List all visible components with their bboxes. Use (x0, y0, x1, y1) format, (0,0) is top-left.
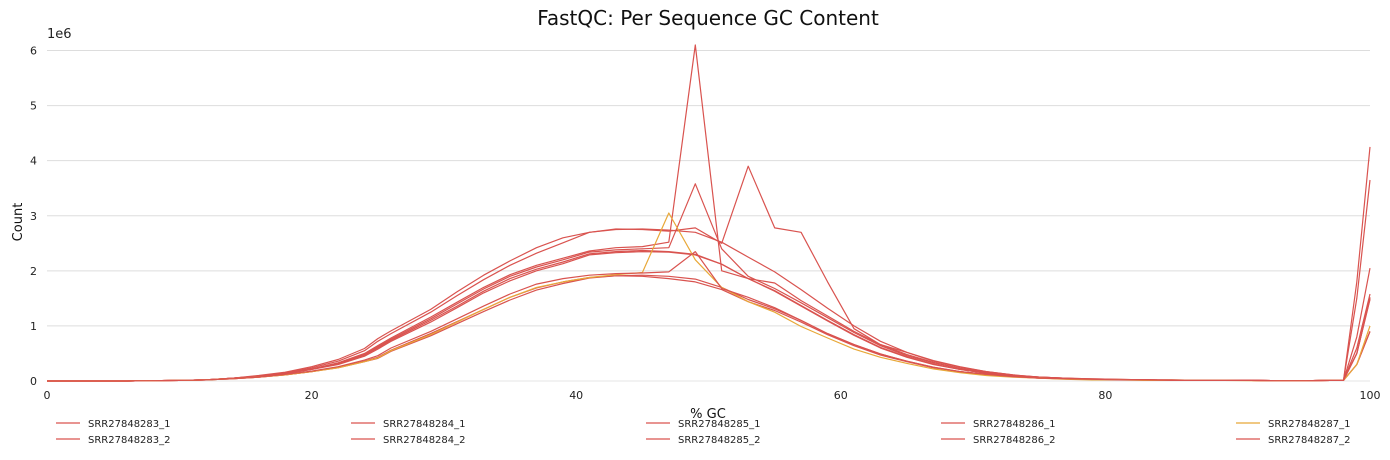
series-line-SRR27848287_2[interactable] (47, 251, 1371, 382)
legend-item[interactable]: SRR27848285_1 (646, 419, 761, 430)
legend-label: SRR27848284_2 (383, 435, 466, 446)
legend-item[interactable]: SRR27848283_2 (56, 435, 171, 446)
legend-item[interactable]: SRR27848283_1 (56, 419, 171, 430)
x-tick-label: 80 (1098, 389, 1112, 402)
legend-label: SRR27848287_1 (1268, 419, 1351, 430)
legend-item[interactable]: SRR27848285_2 (646, 435, 761, 446)
legend-label: SRR27848287_2 (1268, 435, 1351, 446)
series-lines (47, 44, 1371, 382)
series-line-SRR27848284_2[interactable] (47, 179, 1371, 382)
legend-label: SRR27848285_1 (678, 419, 761, 430)
legend-label: SRR27848285_2 (678, 435, 761, 446)
series-line-SRR27848283_2[interactable] (47, 275, 1371, 382)
y-tick-label: 2 (30, 265, 37, 278)
y-tick-label: 6 (30, 45, 37, 58)
y-scale-multiplier: 1e6 (47, 27, 72, 42)
series-line-SRR27848287_1[interactable] (47, 212, 1371, 382)
series-line-SRR27848285_1[interactable] (47, 146, 1371, 382)
x-axis-label: % GC (690, 407, 726, 422)
y-axis-label: Count (11, 203, 26, 242)
x-tick-label: 60 (834, 389, 848, 402)
legend-label: SRR27848286_1 (973, 419, 1056, 430)
x-tick-label: 20 (305, 389, 319, 402)
legend: SRR27848283_1 SRR27848283_2 SRR27848284_1 S… (56, 419, 1351, 446)
series-line-SRR27848286_1[interactable] (47, 228, 1371, 382)
x-tick-label: 100 (1360, 389, 1381, 402)
y-tick-label: 5 (30, 100, 37, 113)
legend-item[interactable]: SRR27848286_1 (941, 419, 1056, 430)
x-tick-label: 0 (44, 389, 51, 402)
y-tick-label: 1 (30, 320, 37, 333)
x-tick-label: 40 (569, 389, 583, 402)
y-tick-label: 0 (30, 375, 37, 388)
legend-item[interactable]: SRR27848284_2 (351, 435, 466, 446)
legend-label: SRR27848286_2 (973, 435, 1056, 446)
series-line-SRR27848283_1[interactable] (47, 274, 1371, 382)
legend-item[interactable]: SRR27848287_1 (1236, 419, 1351, 430)
chart-title: FastQC: Per Sequence GC Content (537, 6, 879, 30)
legend-label: SRR27848284_1 (383, 419, 466, 430)
y-tick-label: 3 (30, 210, 37, 223)
series-line-SRR27848285_2[interactable] (47, 44, 1371, 382)
y-tick-label: 4 (30, 155, 37, 168)
legend-item[interactable]: SRR27848287_2 (1236, 435, 1351, 446)
legend-item[interactable]: SRR27848286_2 (941, 435, 1056, 446)
legend-item[interactable]: SRR27848284_1 (351, 419, 466, 430)
legend-label: SRR27848283_1 (88, 419, 171, 430)
legend-label: SRR27848283_2 (88, 435, 171, 446)
